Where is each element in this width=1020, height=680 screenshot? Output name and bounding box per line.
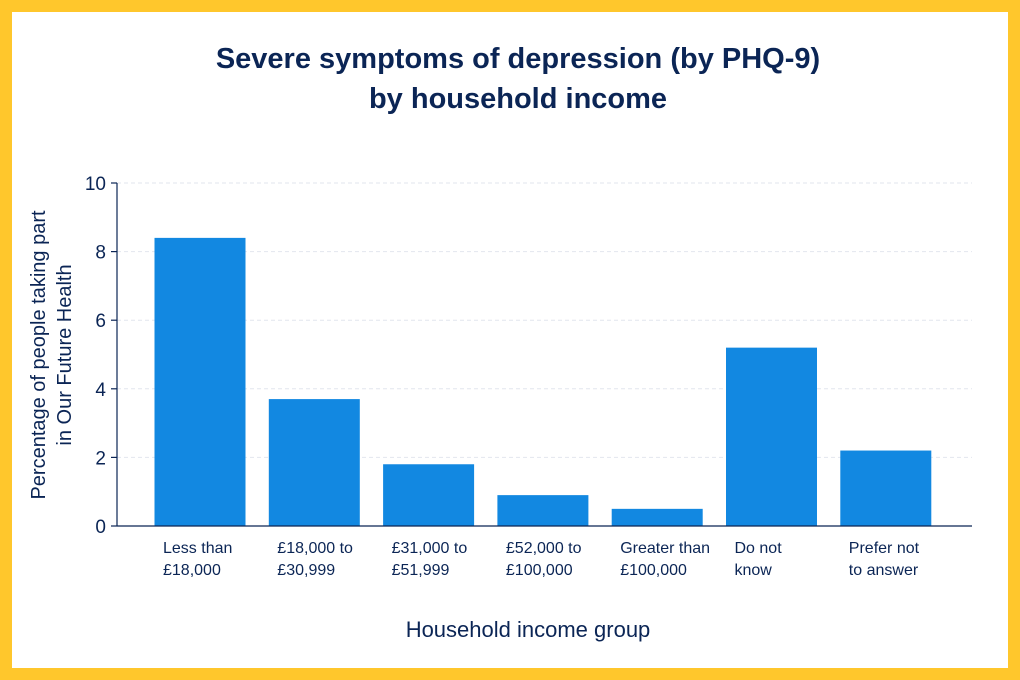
bar: [726, 347, 817, 526]
x-tick-label: £51,999: [392, 562, 450, 579]
y-tick-label: 0: [95, 517, 106, 538]
x-tick-label: Less than: [163, 540, 232, 557]
bar: [497, 495, 589, 526]
y-axis-label: Percentage of people taking part in Our …: [28, 210, 76, 500]
y-tick-label: 8: [95, 243, 106, 264]
y-tick-label: 4: [95, 380, 106, 401]
x-tick-label: £52,000 to: [506, 540, 582, 557]
y-tick-label: 10: [85, 174, 106, 195]
x-axis-label: Household income group: [406, 617, 651, 642]
x-tick-label: £18,000 to: [277, 540, 353, 557]
y-tick-label: 6: [95, 311, 106, 332]
bars: [154, 237, 932, 526]
chart-title-line-1: Severe symptoms of depression (by PHQ-9): [216, 43, 820, 75]
x-tick-label: £100,000: [506, 562, 573, 579]
x-tick-label: Prefer not: [849, 540, 920, 557]
chart-title-line-2: by household income: [369, 83, 667, 115]
x-tick-label: £31,000 to: [392, 540, 468, 557]
bar: [383, 464, 475, 526]
x-tick-label: £30,999: [277, 562, 335, 579]
x-tick-label: know: [735, 562, 773, 579]
bar: [268, 399, 360, 526]
y-axis-label-line-2: in Our Future Health: [54, 264, 76, 445]
y-tick-label: 2: [95, 448, 106, 469]
x-tick-label: to answer: [849, 562, 919, 579]
bar: [840, 450, 932, 526]
y-axis-ticks: 0 2 4 6 8 10: [85, 174, 117, 538]
x-tick-label: £18,000: [163, 562, 221, 579]
y-axis-label-line-1: Percentage of people taking part: [28, 210, 50, 500]
x-tick-label: Do not: [735, 540, 783, 557]
x-tick-label: £100,000: [620, 562, 687, 579]
bar: [154, 237, 246, 526]
gridlines: [117, 182, 972, 458]
x-tick-label: Greater than: [620, 540, 710, 557]
x-axis-ticks: Less than £18,000 £18,000 to £30,999 £31,000…: [163, 540, 920, 579]
chart-title: Severe symptoms of depression (by PHQ-9)…: [216, 43, 820, 115]
bar: [611, 508, 703, 526]
